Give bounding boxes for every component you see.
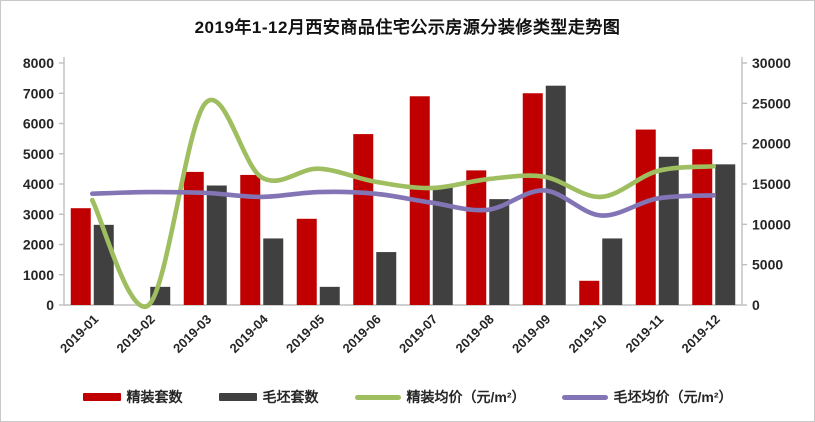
bar-jingzhuang-2019-01	[70, 208, 91, 305]
y-tick-label-left: 8000	[23, 55, 54, 71]
bar-jingzhuang-2019-03	[183, 171, 204, 305]
y-tick-label-right: 25000	[752, 95, 791, 111]
bar-jingzhuang-2019-04	[240, 174, 261, 305]
x-tick-label: 2019-06	[340, 312, 384, 356]
legend-label: 毛坯套数	[262, 389, 319, 405]
bar-maopi-2019-08	[489, 199, 510, 305]
x-tick-label: 2019-02	[114, 312, 158, 356]
y-tick-label-left: 4000	[23, 176, 54, 192]
bar-maopi-2019-03	[206, 185, 227, 305]
x-tick-label: 2019-08	[453, 312, 497, 356]
bar-maopi-2019-11	[658, 156, 679, 305]
y-tick-label-right: 30000	[752, 55, 791, 71]
x-tick-label: 2019-07	[396, 312, 440, 356]
chart-title: 2019年1-12月西安商品住宅公示房源分装修类型走势图	[194, 18, 621, 37]
bar-maopi-2019-10	[602, 238, 623, 305]
y-tick-label-left: 2000	[23, 237, 54, 253]
chart-legend: 精装套数 毛坯套数 精装均价（元/m²） 毛坯均价（元/m²）	[1, 387, 814, 407]
x-tick-label: 2019-03	[170, 312, 214, 356]
y-tick-label-left: 7000	[23, 85, 54, 101]
x-tick-label: 2019-11	[623, 312, 667, 356]
bar-jingzhuang-2019-09	[522, 93, 543, 305]
y-tick-label-right: 10000	[752, 216, 791, 232]
x-tick-label: 2019-01	[57, 312, 101, 356]
y-tick-label-right: 20000	[752, 136, 791, 152]
bar-maopi-2019-01	[93, 224, 114, 305]
line-jingzhuang-price	[89, 97, 717, 309]
x-tick-label: 2019-10	[566, 312, 610, 356]
y-tick-label-left: 0	[46, 297, 54, 313]
bar-jingzhuang-2019-06	[353, 134, 374, 305]
x-tick-label: 2019-05	[283, 312, 327, 356]
y-tick-label-right: 5000	[752, 257, 783, 273]
legend-label: 毛坯均价（元/m²）	[613, 389, 733, 405]
x-tick-label: 2019-12	[679, 312, 723, 356]
bar-jingzhuang-2019-05	[296, 218, 317, 305]
legend-swatch-green-line	[354, 394, 401, 400]
y-tick-label-right: 15000	[752, 176, 791, 192]
bar-jingzhuang-2019-10	[579, 280, 600, 305]
bar-maopi-2019-05	[319, 286, 340, 305]
legend-label: 精装均价（元/m²）	[406, 389, 526, 405]
bar-jingzhuang-2019-12	[692, 149, 713, 305]
bar-maopi-2019-04	[263, 238, 284, 305]
legend-swatch-red-bar	[82, 393, 121, 401]
bar-maopi-2019-07	[432, 187, 453, 305]
x-tick-label: 2019-09	[509, 312, 553, 356]
x-tick-label: 2019-04	[227, 311, 272, 356]
legend-item-maopi-units: 毛坯套数	[218, 387, 319, 407]
bar-maopi-2019-12	[715, 164, 736, 305]
y-tick-label-left: 6000	[23, 116, 54, 132]
y-tick-label-left: 1000	[23, 267, 54, 283]
y-tick-label-right: 0	[752, 297, 760, 313]
bar-jingzhuang-2019-11	[635, 129, 656, 305]
legend-swatch-gray-bar	[218, 393, 257, 401]
legend-item-maopi-price: 毛坯均价（元/m²）	[561, 387, 733, 407]
y-tick-label-left: 5000	[23, 146, 54, 162]
legend-item-jingzhuang-units: 精装套数	[82, 387, 183, 407]
legend-swatch-purple-line	[561, 394, 608, 400]
legend-label: 精装套数	[126, 389, 183, 405]
legend-item-jingzhuang-price: 精装均价（元/m²）	[354, 387, 526, 407]
bar-jingzhuang-2019-08	[466, 170, 487, 305]
line-maopi-price	[89, 188, 717, 218]
bar-maopi-2019-06	[376, 252, 397, 305]
y-tick-label-left: 3000	[23, 206, 54, 222]
